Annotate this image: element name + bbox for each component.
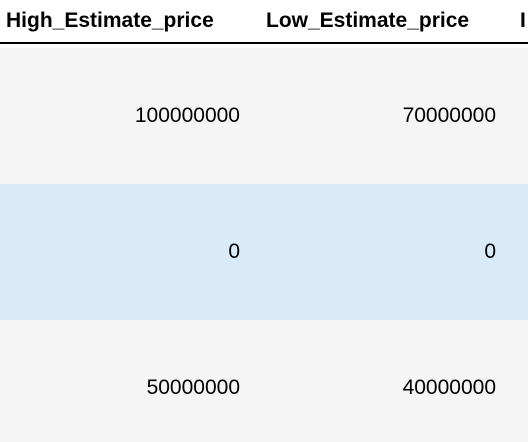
column-header-high-estimate-price[interactable]: High_Estimate_price	[6, 9, 214, 32]
cell-low-estimate-price: 40000000	[402, 376, 496, 399]
table-row[interactable]: 100000000 70000000	[0, 48, 528, 184]
cell-high-estimate-price: 100000000	[134, 104, 240, 127]
table-row-hovered[interactable]: 0 0	[0, 184, 528, 320]
cell-high-estimate-price: 50000000	[146, 376, 240, 399]
column-header-partial[interactable]: I	[520, 9, 526, 32]
column-header-low-estimate-price[interactable]: Low_Estimate_price	[266, 9, 470, 32]
table-header-row: High_Estimate_price Low_Estimate_price I	[0, 0, 528, 44]
cell-low-estimate-price: 70000000	[402, 104, 496, 127]
table-row[interactable]: 50000000 40000000	[0, 320, 528, 442]
cell-low-estimate-price: 0	[484, 240, 496, 263]
cell-high-estimate-price: 0	[228, 240, 240, 263]
